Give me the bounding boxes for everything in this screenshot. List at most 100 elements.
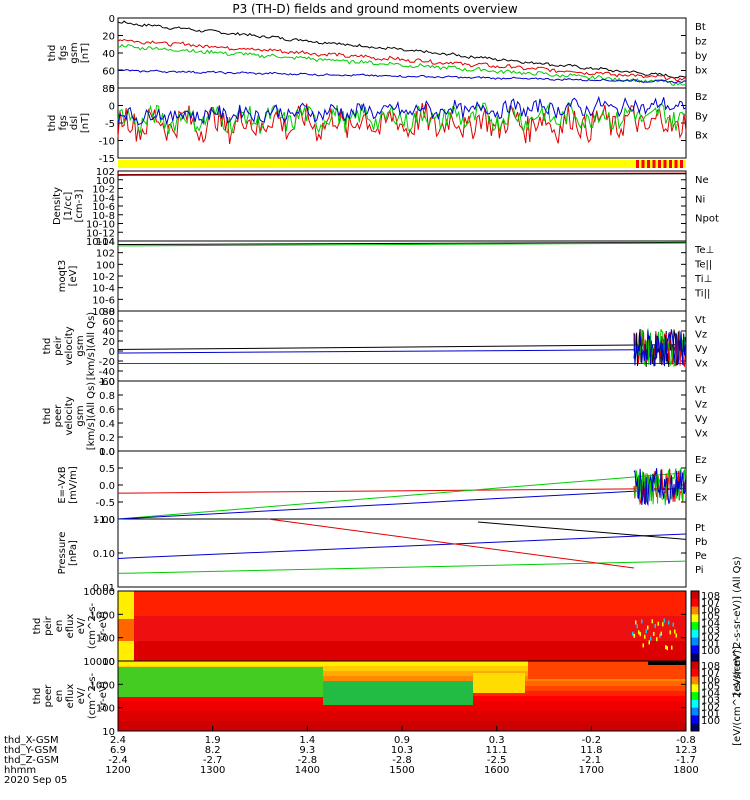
colorbar-tick-label: 105 [701, 612, 720, 623]
y-tick-label: 10-2 [92, 272, 115, 283]
spectrogram-noise [638, 630, 640, 635]
legend-vx: Vx [695, 359, 708, 370]
series-vt [117, 344, 687, 350]
spectrogram-noise [668, 620, 670, 625]
y-tick-label: 0.2 [99, 433, 115, 444]
y-tick-label: 10-6 [92, 295, 115, 306]
spectrogram-band [118, 661, 686, 667]
colorbar-segment [691, 684, 699, 693]
x-row-value: -2.8 [298, 755, 318, 766]
spectrogram-band [118, 706, 686, 712]
panel-efield: 1.0 0.5 0.0 -0.5 -1.0 E=-VxB [mV/m] Ez Ey Ex [57, 447, 707, 526]
colorbar-tick-label: 100 [701, 646, 720, 657]
y-axis-label: [cm-3] [74, 189, 85, 222]
y-tick-label: -0.5 [95, 498, 115, 509]
spectrogram-noise [654, 624, 656, 629]
y-tick-label: 100 [96, 176, 115, 187]
series-ex [117, 487, 687, 520]
spectrogram-noise [674, 629, 676, 634]
spectrogram-noise [636, 624, 638, 629]
spectrogram-noise [648, 640, 650, 645]
y-axis-label: velocity [64, 326, 75, 365]
y-tick-label: 60 [102, 317, 115, 328]
legend-vt: Vt [695, 385, 706, 396]
spectrogram-noise [641, 619, 643, 624]
series-ey [117, 472, 687, 520]
y-tick-label: 10 [102, 657, 115, 668]
chart-title: P3 (TH-D) fields and ground moments over… [232, 2, 517, 16]
spectrogram-noise [671, 645, 673, 650]
legend-bx: bx [695, 66, 707, 77]
y-tick-label: 104 [96, 237, 115, 248]
y-tick-label: 0.8 [99, 391, 115, 402]
colorbar-segment [691, 676, 699, 685]
legend-ti||: Ti|| [694, 289, 710, 300]
legend-bt: Bt [695, 22, 706, 33]
legend-vx: Vx [695, 429, 708, 440]
flag-bar-mark [647, 160, 650, 168]
y-tick-label: 0.0 [99, 481, 115, 492]
x-row-value: 11.8 [580, 745, 602, 756]
colorbar-label: [eV/(cm^2-s-sr-eV)] (All Qs) [732, 556, 743, 695]
y-tick-label: -10 [99, 137, 115, 148]
spectrogram-band [118, 591, 686, 597]
colorbar-segment [691, 692, 699, 701]
y-axis-label: fgs [58, 115, 69, 130]
colorbar-tick-label: 102 [701, 632, 720, 643]
y-axis-label: thd [47, 45, 58, 62]
y-tick-label: 1.0 [99, 447, 115, 458]
spectrogram-band [118, 666, 686, 672]
y-tick-label: -20 [99, 357, 115, 368]
colorbar-segment [691, 661, 699, 670]
x-row-value: 0.9 [394, 735, 410, 746]
spectrogram-noise [639, 632, 641, 637]
x-row-value: -2.7 [203, 755, 223, 766]
y-axis-label: peer [43, 684, 54, 708]
y-axis-label: [km/s](All Qs) [86, 312, 97, 380]
x-row-value: 6.9 [110, 745, 126, 756]
series-pb [267, 518, 635, 569]
spectrogram-band [118, 636, 686, 642]
y-tick-label: 10-8 [92, 211, 115, 222]
y-tick-label: 0.0 [99, 447, 115, 458]
y-axis-label: thd [42, 338, 53, 355]
legend-vz: Vz [695, 330, 707, 341]
colorbar-segment [691, 591, 699, 600]
legend-ey: Ey [695, 474, 707, 485]
colorbar-segment [691, 723, 699, 732]
flag-bar-mark [641, 160, 645, 168]
series-ti [117, 242, 687, 247]
spectrogram-noise [650, 636, 652, 641]
spectrogram-segment [528, 661, 686, 679]
y-tick-label: 1.0 [99, 377, 115, 388]
y-axis-label: Density [52, 187, 63, 225]
spectrogram-band [118, 651, 686, 657]
spectrogram-noise [675, 633, 677, 638]
flag-bar-mark [669, 160, 672, 168]
flag-bar-mark [652, 160, 656, 168]
colorbar-label: [eV/(cm^2-s-sr-eV)] [732, 646, 743, 746]
y-axis-label: thd [47, 115, 58, 132]
y-tick-label: 10-14 [86, 237, 115, 248]
colorbar-segment [691, 668, 699, 678]
spectrogram-band [118, 646, 686, 652]
spectrogram-noise [645, 629, 647, 634]
y-axis-label: moqt3 [57, 260, 68, 293]
y-axis-label: [mV/m] [68, 466, 79, 504]
series-te [117, 241, 687, 245]
colorbar-frame [690, 660, 700, 732]
x-row-value: -0.2 [582, 735, 602, 746]
y-axis-label: gsm [75, 335, 86, 356]
spectrogram-noise [647, 625, 649, 630]
colorbar-tick-label: 106 [701, 605, 720, 616]
y-axis-label: en [54, 690, 65, 703]
y-tick-label: 0.4 [99, 419, 115, 430]
spectrogram-band [118, 656, 686, 662]
x-row-value: 9.3 [299, 745, 315, 756]
y-tick-label: 0.10 [93, 549, 115, 560]
y-tick-label: 0.01 [93, 583, 115, 594]
colorbar-tick-label: 100 [701, 716, 720, 727]
spectrogram-noise [651, 619, 653, 624]
y-axis-label: Pressure [57, 532, 68, 575]
x-row-value: 10.3 [391, 745, 413, 756]
